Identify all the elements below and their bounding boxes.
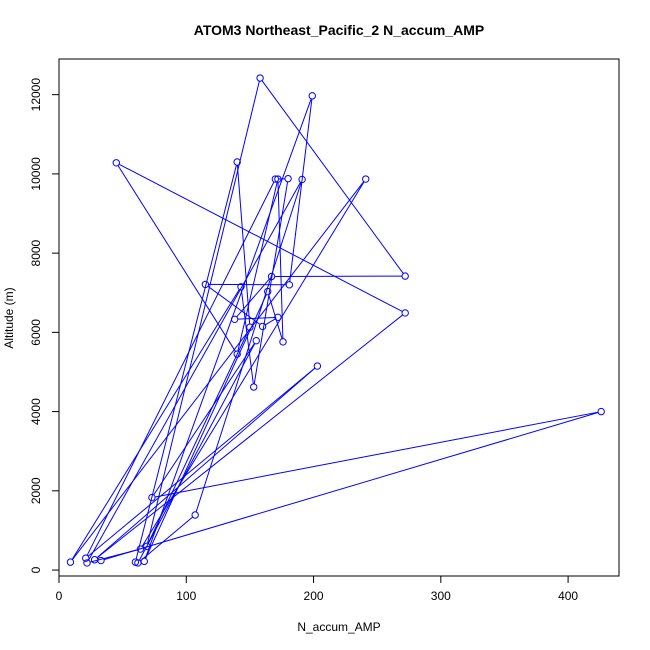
series-segment	[72, 181, 365, 560]
data-point	[279, 338, 287, 346]
data-point	[313, 362, 322, 370]
data-point	[246, 323, 254, 331]
data-point	[597, 407, 605, 416]
series-segment	[140, 516, 194, 562]
x-tick-label: 300	[431, 589, 451, 603]
series-segment	[147, 81, 260, 544]
x-tick-label: 100	[176, 589, 196, 603]
data-point	[97, 556, 105, 565]
data-point	[82, 554, 90, 562]
series-segment	[240, 289, 254, 384]
series-segment	[135, 164, 237, 560]
data-point	[237, 283, 245, 291]
y-axis-label: Altitude (m)	[2, 287, 16, 348]
series-segment	[71, 289, 240, 560]
series-segment	[144, 98, 312, 559]
series-segment	[261, 80, 404, 274]
series-segment	[147, 329, 249, 544]
data-point	[285, 281, 294, 289]
series-layer	[66, 74, 605, 567]
data-point	[233, 350, 241, 358]
series-segment	[265, 318, 276, 326]
data-point	[284, 174, 292, 183]
series-segment	[153, 343, 255, 496]
data-point	[250, 383, 258, 391]
data-point	[256, 74, 264, 82]
data-point	[271, 175, 280, 183]
data-point	[112, 159, 120, 167]
data-point	[143, 542, 151, 550]
x-tick-label: 200	[304, 589, 324, 603]
series-segment	[87, 367, 316, 557]
data-point	[308, 92, 316, 100]
data-point	[258, 322, 267, 331]
series-segment	[277, 182, 284, 339]
series-segment	[289, 98, 313, 282]
series-segment	[154, 411, 599, 498]
y-tick-label: 0	[29, 566, 43, 573]
series-segment	[96, 367, 316, 559]
series-segment	[237, 316, 275, 320]
data-point	[252, 336, 260, 345]
data-point	[267, 272, 276, 281]
x-axis-label: N_accum_AMP	[297, 620, 380, 634]
data-point	[401, 309, 409, 317]
data-point	[264, 287, 272, 296]
y-tick-label: 4000	[29, 398, 43, 425]
y-tick-label: 12000	[29, 78, 43, 112]
x-tick-label: 0	[56, 589, 63, 603]
series-segment	[118, 163, 403, 312]
y-tick-label: 6000	[29, 319, 43, 346]
chart-title: ATOM3 Northeast_Pacific_2 N_accum_AMP	[194, 22, 484, 38]
series-segment	[237, 182, 278, 352]
series-segment	[96, 314, 403, 559]
series-segment	[138, 343, 256, 561]
data-point	[233, 158, 241, 166]
data-point	[191, 511, 199, 519]
data-point	[401, 272, 409, 280]
series-segment	[103, 412, 599, 561]
series-segment	[117, 165, 236, 352]
x-tick-label: 400	[558, 589, 578, 603]
data-point	[274, 175, 282, 183]
y-tick-label: 8000	[29, 239, 43, 266]
y-axis: 0 2000 4000 6000 8000 10000 12000	[29, 78, 60, 573]
data-point	[136, 545, 145, 553]
data-point	[274, 313, 282, 322]
data-point	[298, 175, 306, 184]
series-segment	[236, 278, 270, 318]
data-point	[148, 493, 156, 502]
series-segment	[236, 165, 251, 325]
data-point	[134, 559, 142, 567]
data-point	[201, 280, 210, 289]
x-axis: 0 100 200 300 400	[56, 575, 578, 603]
data-point	[362, 175, 370, 183]
series-segment	[86, 181, 275, 556]
data-point	[230, 315, 239, 323]
series-segment	[207, 285, 261, 325]
data-point	[83, 559, 91, 567]
y-tick-label: 2000	[29, 477, 43, 504]
series-segment	[145, 294, 267, 559]
series-segment	[88, 181, 301, 561]
data-point	[66, 558, 75, 566]
series-segment	[195, 182, 302, 513]
y-tick-label: 10000	[29, 157, 43, 191]
